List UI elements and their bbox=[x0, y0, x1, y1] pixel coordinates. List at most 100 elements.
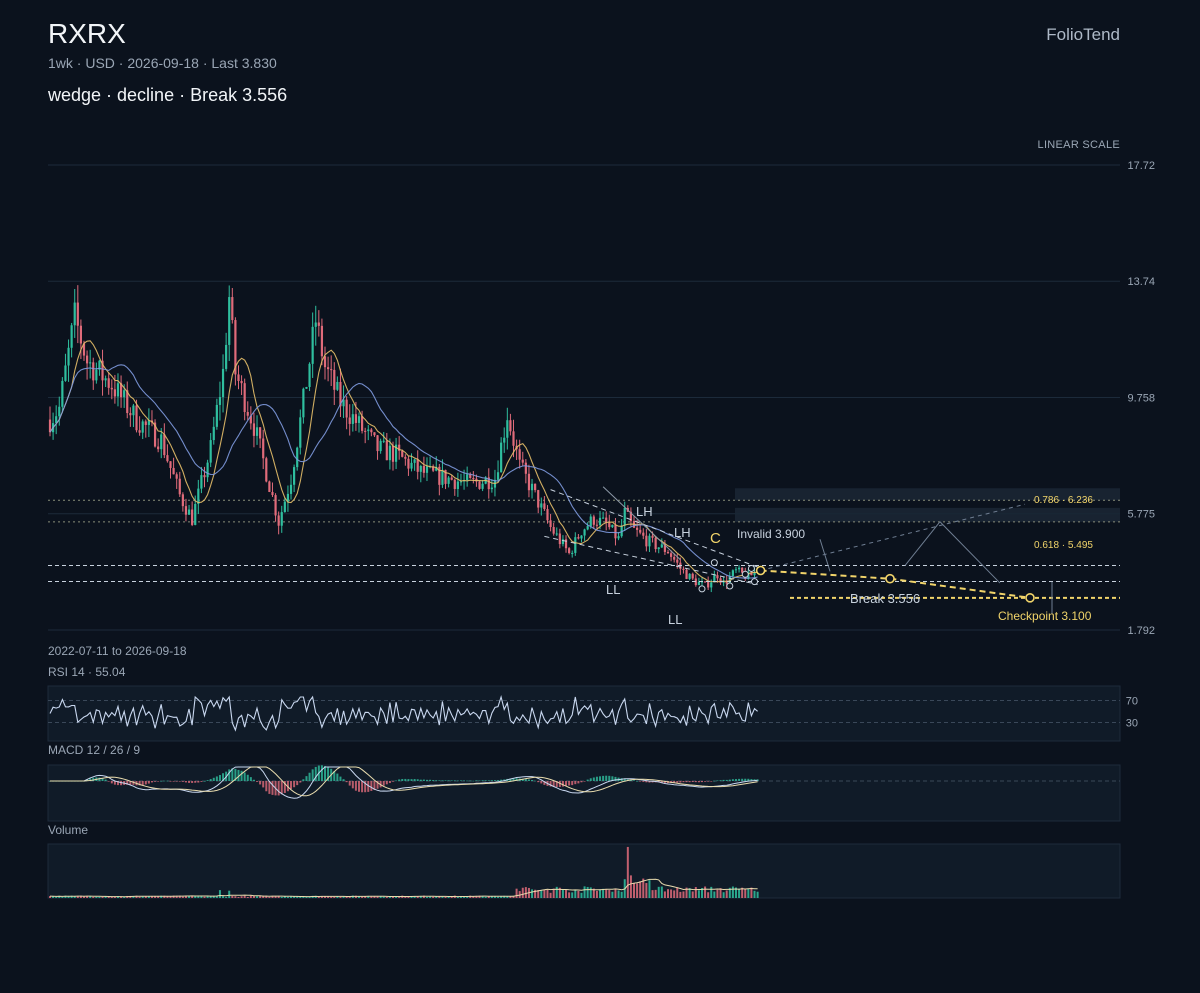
volume-bar bbox=[268, 896, 271, 898]
volume-bar bbox=[333, 896, 336, 898]
volume-bar bbox=[246, 897, 249, 898]
volume-bar bbox=[391, 896, 394, 898]
macd-hist-bar bbox=[222, 773, 225, 781]
candle-body bbox=[657, 547, 660, 550]
candle-body bbox=[175, 474, 178, 479]
candle-body bbox=[682, 568, 685, 570]
macd-hist-bar bbox=[92, 777, 95, 781]
macd-hist-bar bbox=[497, 780, 500, 781]
macd-hist-bar bbox=[599, 776, 602, 781]
macd-hist-bar bbox=[472, 780, 475, 782]
candle-body bbox=[181, 494, 184, 507]
macd-hist-bar bbox=[537, 781, 540, 783]
volume-bar bbox=[716, 889, 719, 898]
macd-hist-bar bbox=[358, 781, 360, 792]
macd-hist-bar bbox=[361, 781, 364, 793]
macd-hist-bar bbox=[543, 781, 546, 785]
macd-hist-bar bbox=[722, 779, 725, 781]
volume-bar bbox=[172, 895, 175, 898]
candle-body bbox=[197, 488, 200, 504]
volume-bar bbox=[602, 888, 605, 898]
candle-body bbox=[534, 483, 537, 491]
candle-body bbox=[432, 466, 435, 471]
swing-line bbox=[602, 486, 681, 561]
candle-body bbox=[95, 369, 98, 381]
candle-body bbox=[444, 469, 447, 484]
volume-bar bbox=[271, 895, 274, 898]
candle-body bbox=[713, 575, 716, 583]
candle-body bbox=[611, 524, 614, 528]
volume-bar bbox=[697, 890, 700, 898]
macd-hist-bar bbox=[605, 775, 608, 781]
candle-body bbox=[373, 432, 376, 436]
volume-bar bbox=[178, 895, 181, 898]
candle-body bbox=[509, 420, 512, 432]
candle-body bbox=[339, 381, 342, 407]
volume-bar bbox=[82, 896, 85, 898]
candle-body bbox=[571, 552, 574, 554]
volume-bar bbox=[206, 896, 209, 898]
candle-body bbox=[252, 423, 256, 436]
candle-body bbox=[187, 509, 191, 515]
volume-bar bbox=[342, 896, 345, 898]
macd-hist-bar bbox=[311, 769, 314, 781]
volume-bar bbox=[636, 883, 639, 898]
macd-hist-bar bbox=[487, 780, 490, 781]
candle-body bbox=[209, 440, 212, 463]
volume-bar bbox=[113, 896, 116, 898]
volume-bar bbox=[629, 875, 632, 898]
macd-hist-bar bbox=[404, 778, 407, 781]
macd-hist-bar bbox=[252, 779, 255, 781]
candle-body bbox=[398, 444, 401, 451]
candle-body bbox=[360, 416, 364, 431]
macd-hist-bar bbox=[265, 781, 268, 792]
candle-body bbox=[654, 537, 657, 550]
macd-hist-bar bbox=[447, 780, 450, 781]
volume-bar bbox=[704, 886, 707, 898]
scale-toggle[interactable]: LINEAR SCALE bbox=[1037, 139, 1120, 151]
volume-bar bbox=[589, 887, 592, 898]
fib-zone-786 bbox=[735, 488, 1120, 501]
candle-body bbox=[435, 466, 438, 471]
volume-bar bbox=[123, 896, 126, 898]
macd-hist-bar bbox=[521, 778, 524, 781]
macd-hist-bar bbox=[256, 781, 259, 782]
volume-bar bbox=[89, 896, 92, 898]
macd-hist-bar bbox=[172, 781, 175, 782]
volume-bar bbox=[252, 896, 255, 898]
macd-hist-bar bbox=[354, 781, 357, 791]
candle-body bbox=[323, 356, 327, 368]
macd-hist-bar bbox=[524, 779, 527, 781]
volume-bar bbox=[243, 895, 246, 898]
pivot-label-ll: LL bbox=[606, 582, 620, 597]
macd-hist-bar bbox=[249, 777, 252, 781]
macd-hist-bar bbox=[629, 779, 632, 781]
rsi-line bbox=[49, 694, 758, 732]
candle-body bbox=[728, 576, 731, 584]
volume-bar bbox=[673, 890, 676, 898]
volume-bar bbox=[429, 896, 432, 898]
macd-hist-bar bbox=[719, 780, 722, 781]
macd-hist-bar bbox=[293, 781, 296, 788]
macd-hist-bar bbox=[682, 781, 685, 783]
volume-bar bbox=[166, 896, 169, 898]
candle-body bbox=[605, 517, 608, 523]
price-tick: 9.758 bbox=[1127, 392, 1155, 404]
fib-label-618: 0.618 · 5.495 bbox=[1034, 540, 1093, 551]
candle-body bbox=[330, 369, 333, 371]
candle-body bbox=[623, 507, 626, 526]
candle-body bbox=[645, 535, 648, 547]
volume-bar bbox=[558, 887, 561, 898]
volume-bar bbox=[64, 895, 67, 898]
candle-body bbox=[651, 535, 654, 538]
candle-body bbox=[540, 503, 543, 508]
candle-body bbox=[608, 522, 611, 528]
rsi-title: RSI 14 · 55.04 bbox=[48, 665, 126, 679]
volume-bar bbox=[104, 896, 107, 898]
volume-bar bbox=[314, 895, 317, 898]
brand-logo: FolioTend bbox=[1046, 25, 1120, 44]
candle-body bbox=[549, 520, 552, 528]
candle-body bbox=[289, 484, 293, 494]
candle-body bbox=[737, 567, 741, 570]
